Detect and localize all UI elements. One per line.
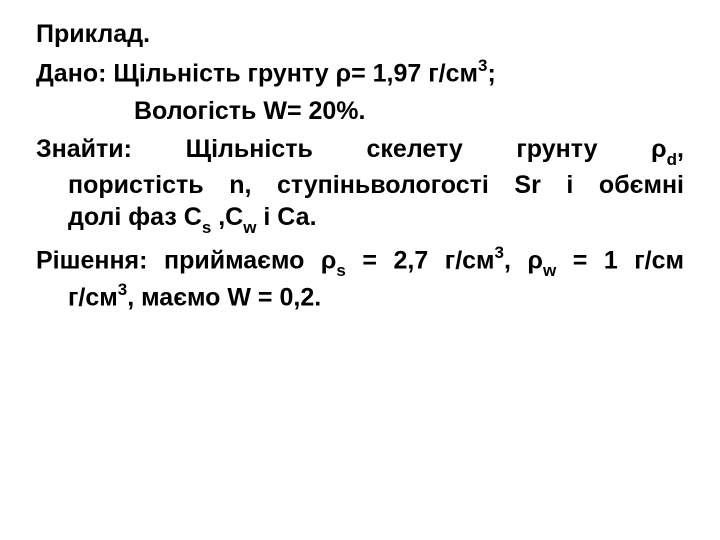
find-line-3: долі фаз Сs ,Сw і Са.	[36, 201, 317, 237]
sol-t5: , маємо W = 0,2.	[127, 283, 321, 311]
given-prefix: Дано: Щільність грунту ρ	[36, 59, 351, 87]
find-sub3: w	[243, 218, 256, 237]
find-t3: ,С	[211, 203, 243, 231]
sol-sub1: s	[336, 261, 345, 280]
given-moisture-line: Вологість W= 20%.	[36, 95, 684, 127]
find-sub2: s	[202, 218, 211, 237]
sol-t1: Рішення: приймаємо ρ	[36, 246, 336, 274]
sol-line-2: г/см3, маємо W = 0,2.	[36, 280, 321, 313]
sol-line-1: Рішення: приймаємо ρs = 2,7 г/см3, ρw = …	[36, 243, 684, 280]
sol-t3: , ρ	[504, 246, 543, 274]
sol-t4: = 1 г/см	[556, 246, 684, 274]
given-tail: ;	[487, 59, 495, 87]
heading-line: Приклад.	[36, 18, 684, 50]
given-density-line: Дано: Щільність грунту ρ= 1,97 г/см3;	[36, 56, 684, 89]
sol-t2: = 2,7 г/см	[346, 246, 495, 274]
sol-sup2: 3	[118, 280, 127, 299]
sol-t4b: г/см	[68, 283, 118, 311]
heading-text: Приклад.	[36, 20, 150, 48]
find-block: Знайти: Щільність скелету грунту ρd, пор…	[36, 133, 684, 237]
moisture-label: Вологість W	[134, 97, 287, 125]
find-t2b: пористість n, ступіньвологості Sr і обєм…	[68, 171, 684, 199]
find-line-1: Знайти: Щільність скелету грунту ρd,	[36, 133, 684, 169]
given-eq: = 1,97 г/см	[351, 59, 478, 87]
find-t1: Знайти: Щільність скелету грунту ρ	[36, 135, 667, 163]
find-t2c: долі фаз С	[68, 203, 202, 231]
given-sup: 3	[478, 56, 487, 75]
sol-sub2: w	[543, 261, 556, 280]
find-t4: і Са.	[256, 203, 316, 231]
moisture-eq: = 20%.	[287, 97, 366, 125]
sol-sup1: 3	[495, 243, 504, 262]
find-t2a: ,	[677, 135, 684, 163]
find-sub1: d	[667, 150, 677, 169]
find-line-2: пористість n, ступіньвологості Sr і обєм…	[36, 169, 684, 201]
solution-block: Рішення: приймаємо ρs = 2,7 г/см3, ρw = …	[36, 243, 684, 313]
document-page: Приклад. Дано: Щільність грунту ρ= 1,97 …	[0, 0, 720, 540]
